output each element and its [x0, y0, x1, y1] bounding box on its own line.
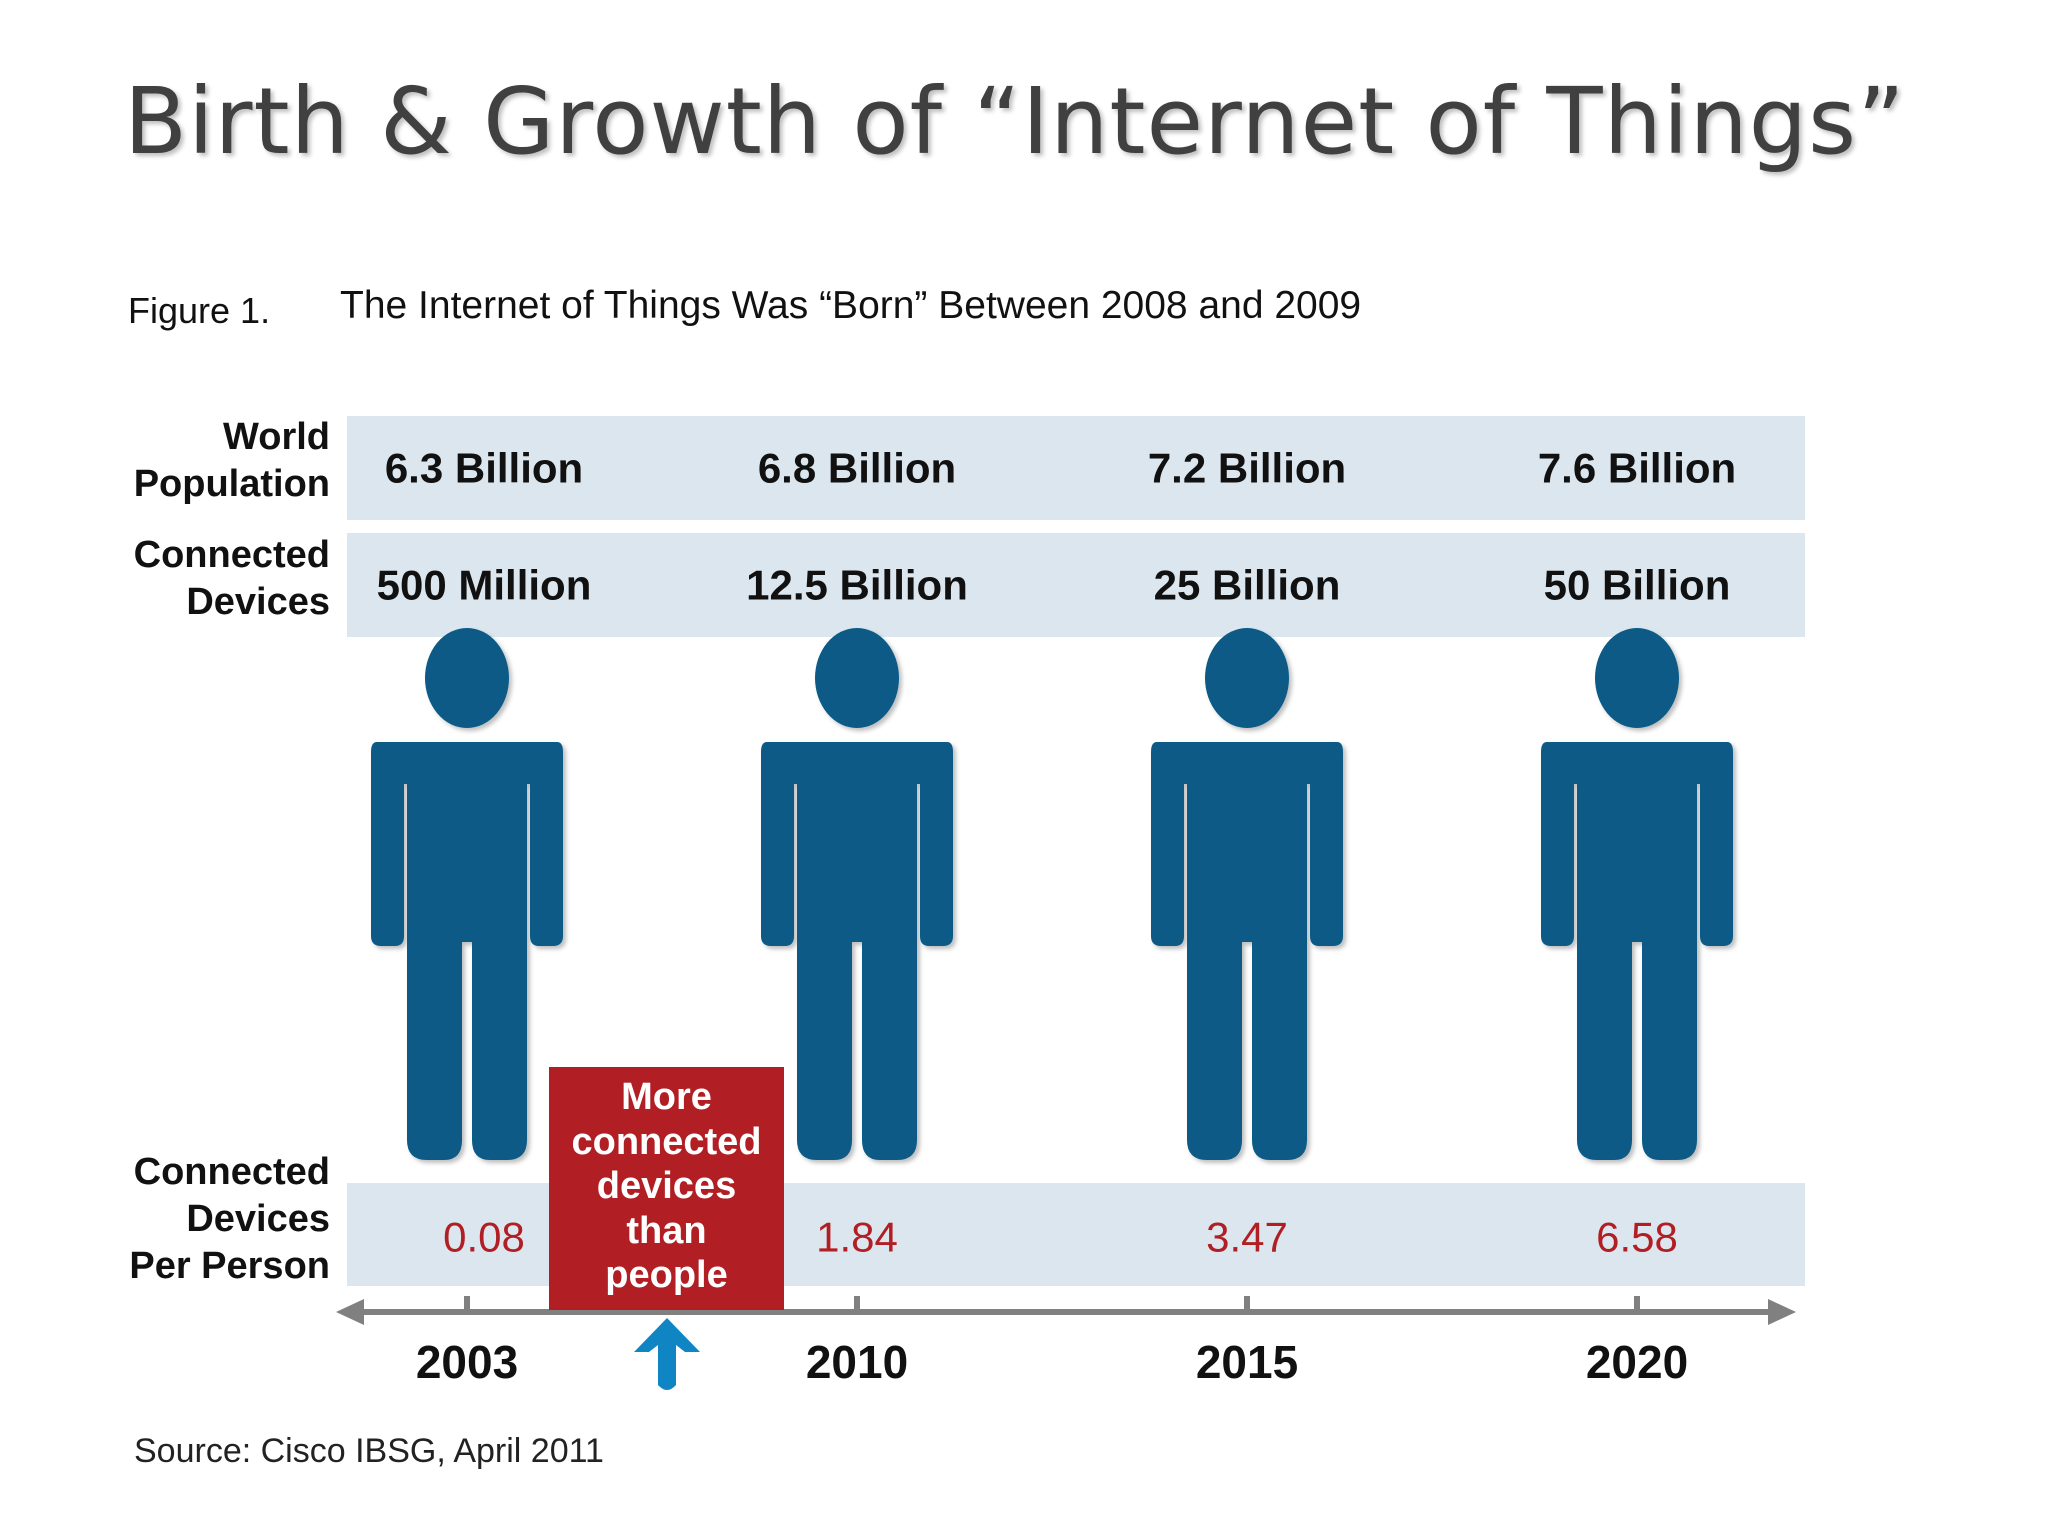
source-note: Source: Cisco IBSG, April 2011 [134, 1432, 604, 1471]
up-arrow-icon [634, 1318, 700, 1390]
person-icon [761, 628, 953, 1160]
year-label-2015: 2015 [1196, 1336, 1298, 1388]
person-icon [1151, 628, 1343, 1160]
population-value-2020: 7.6 Billion [1538, 445, 1736, 492]
per-person-value-2003: 0.08 [443, 1214, 525, 1261]
devices-value-2015: 25 Billion [1154, 562, 1341, 609]
person-icon [1541, 628, 1733, 1160]
person-icon [371, 628, 563, 1160]
population-value-2015: 7.2 Billion [1148, 445, 1346, 492]
devices-value-2003: 500 Million [377, 562, 592, 609]
per-person-value-2020: 6.58 [1596, 1214, 1678, 1261]
devices-value-2020: 50 Billion [1544, 562, 1731, 609]
year-label-2020: 2020 [1586, 1336, 1688, 1388]
population-value-2010: 6.8 Billion [758, 445, 956, 492]
callout-line: devices [549, 1164, 784, 1209]
population-value-2003: 6.3 Billion [385, 445, 583, 492]
per-person-value-2010: 1.84 [816, 1214, 898, 1261]
timeline-right-arrow-icon [1768, 1299, 1796, 1325]
callout-line: than [549, 1209, 784, 1254]
devices-value-2010: 12.5 Billion [746, 562, 968, 609]
year-label-2003: 2003 [416, 1336, 518, 1388]
callout-line: people [549, 1253, 784, 1298]
callout-line: connected [549, 1120, 784, 1165]
more-devices-callout: More connected devices than people [549, 1067, 784, 1310]
callout-line: More [549, 1075, 784, 1120]
per-person-value-2015: 3.47 [1206, 1214, 1288, 1261]
year-label-2010: 2010 [806, 1336, 908, 1388]
timeline-left-arrow-icon [336, 1299, 364, 1325]
